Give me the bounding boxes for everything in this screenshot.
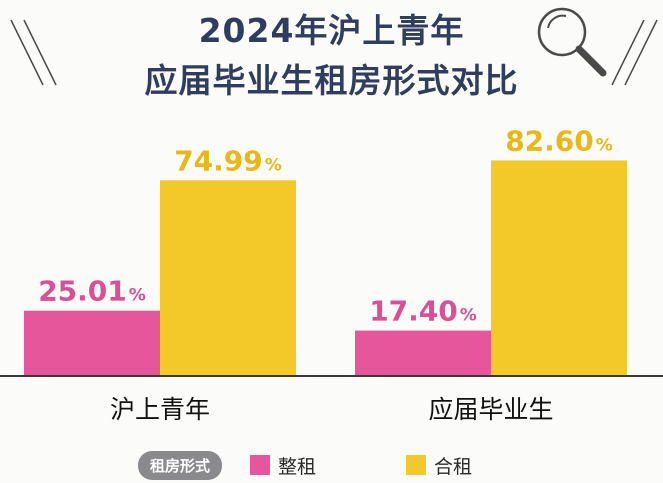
data-label-zhengzu-0: 25.01%	[38, 275, 146, 308]
bar-zhengzu-0	[24, 310, 160, 376]
legend-swatch-yellow	[406, 455, 427, 475]
legend-label-zhengzu: 整租	[278, 455, 317, 478]
chart-title-line-1: 2024年沪上青年	[198, 11, 465, 50]
legend: 租房形式 整租 合租	[138, 450, 472, 480]
legend-item-hezu: 合租	[406, 452, 472, 479]
legend-item-zhengzu: 整租	[250, 452, 316, 479]
decor-right-slashes	[611, 19, 658, 86]
chart-title-line-2: 应届毕业生租房形式对比	[144, 61, 519, 100]
data-label-hezu-1: 82.60%	[505, 124, 613, 157]
category-label-0: 沪上青年	[110, 395, 210, 424]
data-label-hezu-0: 74.99%	[174, 144, 282, 177]
bar-hezu-0	[160, 180, 296, 376]
legend-title-pill: 租房形式	[138, 450, 223, 480]
category-labels-group: 沪上青年 应届毕业生	[110, 395, 554, 424]
bars-group	[24, 160, 627, 376]
category-label-1: 应届毕业生	[428, 395, 553, 424]
legend-swatch-pink	[250, 455, 271, 475]
magnifier-icon	[537, 7, 607, 77]
bar-zhengzu-1	[355, 330, 491, 376]
decor-left-slashes	[10, 19, 57, 86]
data-label-zhengzu-1: 17.40%	[369, 295, 477, 328]
bar-hezu-1	[491, 160, 627, 376]
data-labels-group: 25.01 % 74.99 % 17.40 % 82.60%	[38, 124, 613, 327]
legend-label-hezu: 合租	[434, 455, 473, 478]
